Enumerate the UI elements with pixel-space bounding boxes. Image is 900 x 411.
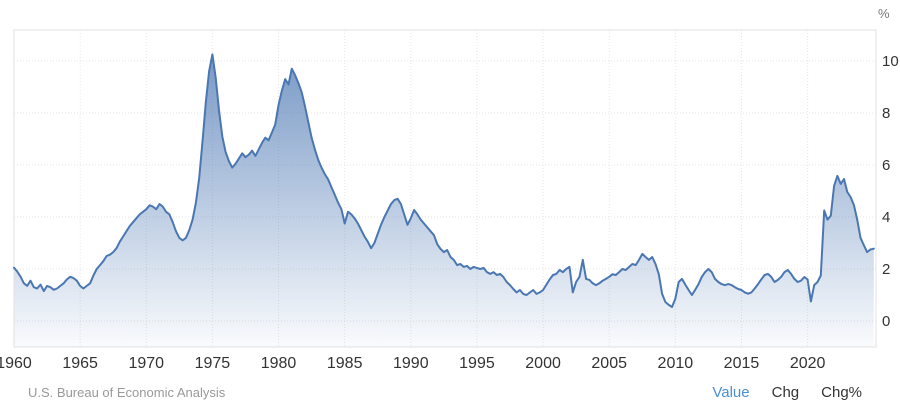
y-axis-labels: 0 2 4 6 8 10 — [882, 53, 899, 330]
plot-border — [13, 29, 877, 348]
svg-text:1990: 1990 — [393, 355, 429, 372]
tab-chg[interactable]: Chg — [771, 383, 800, 401]
svg-text:4: 4 — [882, 209, 890, 226]
y-axis-unit-label: % — [878, 6, 890, 21]
svg-text:1960: 1960 — [0, 355, 32, 372]
series-line — [13, 53, 875, 308]
svg-text:1985: 1985 — [327, 355, 363, 372]
svg-text:6: 6 — [882, 157, 890, 174]
svg-text:1965: 1965 — [62, 355, 98, 372]
svg-text:2015: 2015 — [724, 355, 760, 372]
source-attribution: U.S. Bureau of Economic Analysis — [28, 384, 226, 400]
svg-text:1980: 1980 — [261, 355, 297, 372]
tab-chg-pct[interactable]: Chg% — [821, 383, 862, 401]
svg-text:2: 2 — [882, 261, 890, 278]
svg-text:10: 10 — [882, 53, 899, 70]
svg-text:2005: 2005 — [591, 355, 627, 372]
svg-text:2010: 2010 — [658, 355, 694, 372]
svg-text:1995: 1995 — [459, 355, 495, 372]
svg-text:2020: 2020 — [790, 355, 826, 372]
tab-value[interactable]: Value — [712, 383, 750, 401]
area-line-chart: 0 2 4 6 8 10 1960 1965 1970 1975 1980 1985 1990 1995 2… — [0, 6, 899, 372]
series-area-fill — [14, 54, 874, 348]
svg-text:1975: 1975 — [195, 355, 231, 372]
svg-text:8: 8 — [882, 105, 890, 122]
svg-text:2000: 2000 — [525, 355, 561, 372]
footer-tabs: Value Chg Chg% — [712, 384, 862, 401]
svg-text:0: 0 — [882, 313, 890, 330]
svg-text:1970: 1970 — [128, 355, 164, 372]
x-axis-labels: 1960 1965 1970 1975 1980 1985 1990 1995 2000 2005… — [0, 355, 826, 372]
chart-footer: U.S. Bureau of Economic Analysis Value C… — [0, 377, 900, 411]
